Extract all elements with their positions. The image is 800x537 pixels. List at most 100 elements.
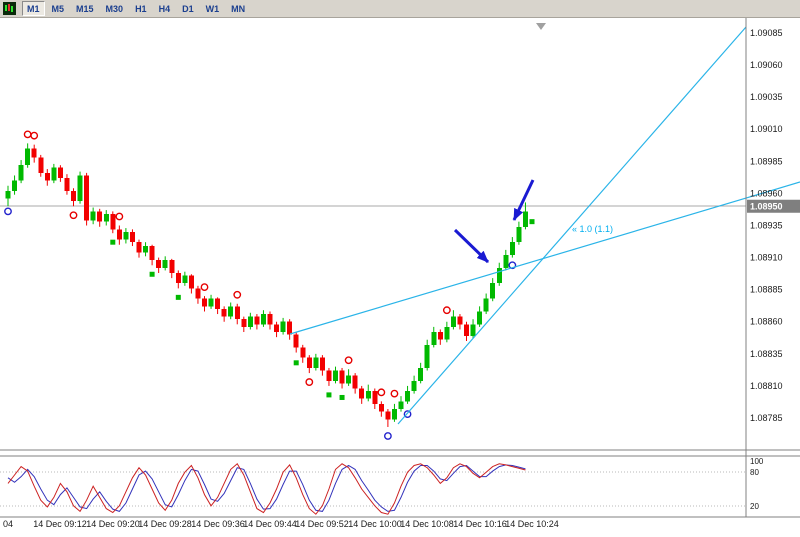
candle xyxy=(77,171,83,204)
oscillator-level-label: 100 xyxy=(750,457,764,466)
price-axis-label: 1.08810 xyxy=(750,381,783,391)
time-axis-label: 14 Dec 10:08 xyxy=(400,519,454,529)
timeframe-buttons: M1 M5 M15 M30 H1 H4 D1 W1 MN xyxy=(22,1,250,16)
candle xyxy=(31,144,37,163)
price-axis-label: 1.09035 xyxy=(750,92,783,102)
candle xyxy=(516,221,522,245)
candle xyxy=(464,321,469,341)
candle xyxy=(97,208,103,227)
trendline[interactable] xyxy=(397,26,747,425)
timeframe-button-m15[interactable]: M15 xyxy=(71,1,99,16)
candle xyxy=(57,165,63,182)
candle xyxy=(477,306,483,327)
timeframe-button-m1[interactable]: M1 xyxy=(22,1,45,16)
time-axis-label: 14 Dec 09:44 xyxy=(243,519,297,529)
candle xyxy=(84,172,90,226)
signal-red-circle xyxy=(23,130,32,139)
candle xyxy=(365,384,371,402)
price-axis[interactable]: 1.09085 1.09060 1.09035 1.09010 1.08985 1.089… xyxy=(747,28,800,423)
price-axis-label: 1.08860 xyxy=(750,317,783,327)
candle xyxy=(431,326,437,348)
signal-green-square xyxy=(326,392,332,398)
indicator-value-label: « 1.0 (1.1) xyxy=(572,224,613,234)
candle xyxy=(293,332,299,353)
drawn-arrow[interactable] xyxy=(453,228,490,264)
candle xyxy=(398,396,404,412)
price-axis-label: 1.08785 xyxy=(750,413,783,423)
candle xyxy=(5,185,11,207)
time-axis-label: 14 Dec 09:20 xyxy=(86,519,140,529)
candle xyxy=(44,169,50,186)
signal-red-circle xyxy=(442,306,451,315)
timeframe-button-h4[interactable]: H4 xyxy=(154,1,176,16)
price-chart[interactable]: « 1.0 (1.1)1.090851.090601.090351.090101… xyxy=(0,18,800,532)
candle xyxy=(503,249,509,271)
price-axis-label: 1.09060 xyxy=(750,60,783,70)
candle xyxy=(228,302,234,320)
candle xyxy=(25,143,31,168)
signal-green-square xyxy=(293,360,299,366)
candle xyxy=(90,207,96,225)
price-axis-label: 1.08835 xyxy=(750,349,783,359)
timeframe-button-d1[interactable]: D1 xyxy=(177,1,199,16)
candle xyxy=(64,174,70,195)
candle xyxy=(215,297,221,315)
signal-blue-circle xyxy=(508,261,517,270)
timeframe-button-m30[interactable]: M30 xyxy=(101,1,129,16)
candle xyxy=(149,244,155,266)
candlestick-series xyxy=(5,143,528,427)
trendline[interactable] xyxy=(289,181,800,335)
timeframe-button-w1[interactable]: W1 xyxy=(201,1,225,16)
candle xyxy=(241,316,247,333)
candle xyxy=(483,293,489,315)
candle xyxy=(522,202,528,230)
candle xyxy=(333,366,338,384)
candle xyxy=(260,310,266,327)
candle xyxy=(234,303,240,325)
candle xyxy=(391,403,397,422)
time-axis-label: 14 Dec 10:16 xyxy=(453,519,507,529)
candle xyxy=(346,369,352,386)
signal-green-square xyxy=(110,239,116,245)
candle xyxy=(411,375,417,394)
candle xyxy=(352,373,358,394)
price-axis-label: 1.08935 xyxy=(750,220,783,230)
signal-markers xyxy=(4,130,535,440)
candle xyxy=(418,362,424,384)
candle xyxy=(450,310,456,330)
candle xyxy=(116,225,122,245)
timeframe-button-h1[interactable]: H1 xyxy=(130,1,152,16)
signal-green-square xyxy=(175,294,181,300)
oscillator-panel: 100 80 20 xyxy=(0,457,764,515)
candle xyxy=(38,154,44,177)
candle xyxy=(496,262,502,286)
candle xyxy=(306,355,312,374)
candle xyxy=(156,257,162,273)
signal-red-circle xyxy=(305,378,314,386)
candle xyxy=(18,160,24,184)
candle xyxy=(175,270,181,289)
chart-area[interactable]: « 1.0 (1.1) 1.09085 1.09060 1.09035 1.09010 1… xyxy=(0,18,800,532)
price-axis-label: 1.09085 xyxy=(750,28,783,38)
time-axis-label: 14 Dec 09:28 xyxy=(138,519,192,529)
candle xyxy=(247,312,253,330)
candle xyxy=(287,319,293,340)
signal-red-circle xyxy=(200,283,209,291)
current-price-text: 1.08950 xyxy=(750,202,783,212)
timeframe-button-m5[interactable]: M5 xyxy=(47,1,70,16)
price-axis-label: 1.08985 xyxy=(750,156,783,166)
candle xyxy=(405,385,411,404)
candle xyxy=(280,317,286,335)
candle xyxy=(378,401,384,417)
object-marker-triangle[interactable] xyxy=(536,23,546,30)
timeframe-button-mn[interactable]: MN xyxy=(226,1,250,16)
candle xyxy=(162,256,168,271)
oscillator-level-label: 20 xyxy=(750,502,759,511)
candle xyxy=(313,353,319,371)
time-axis-label: 14 Dec 09:12 xyxy=(33,519,87,529)
candle xyxy=(326,367,332,386)
candle xyxy=(129,229,135,247)
drawn-arrow[interactable] xyxy=(512,179,535,221)
candle xyxy=(136,239,142,258)
